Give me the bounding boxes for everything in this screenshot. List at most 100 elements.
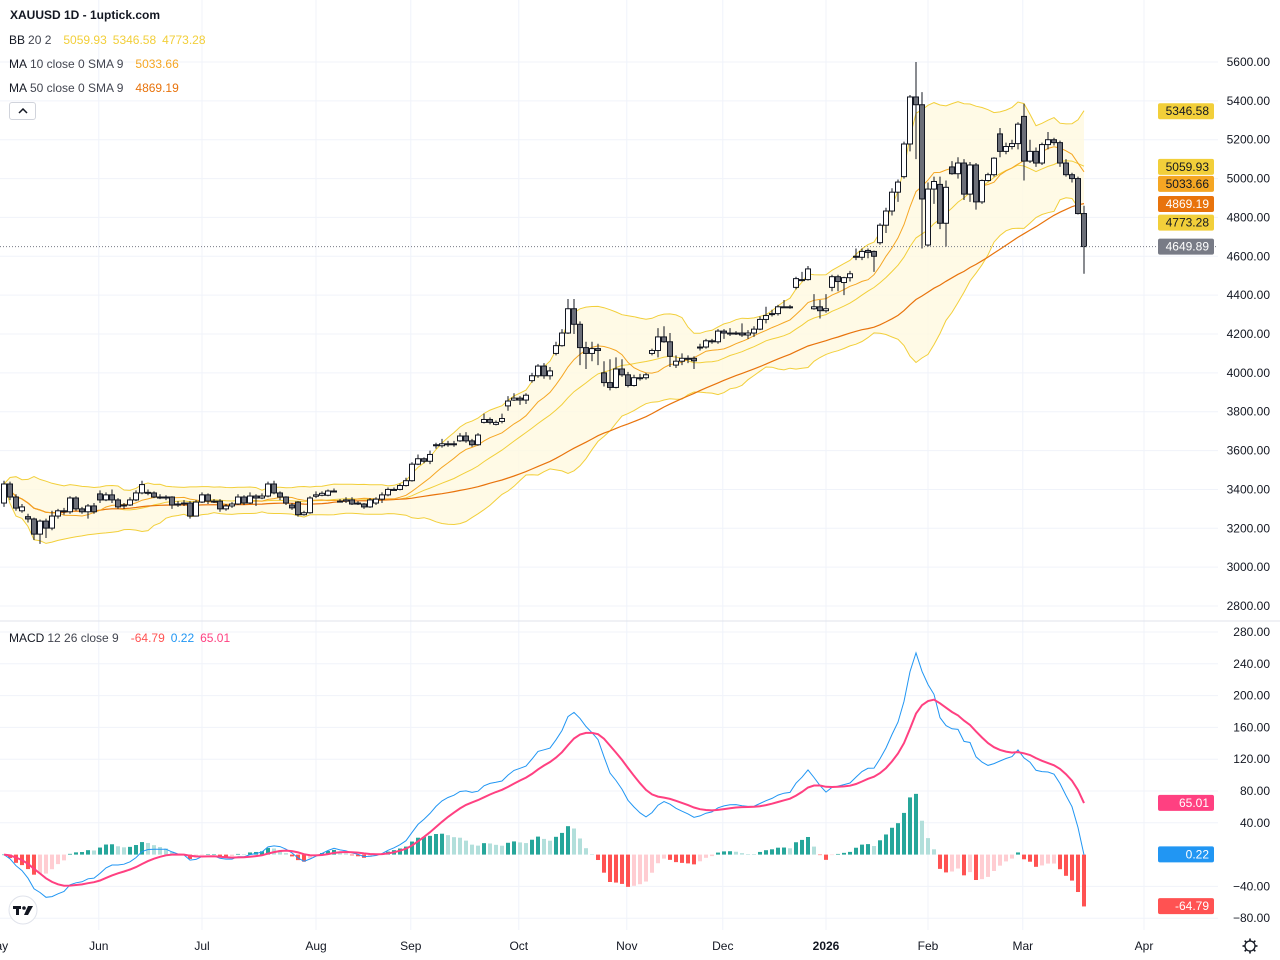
candle[interactable]	[163, 495, 169, 501]
candle[interactable]	[847, 270, 853, 282]
candle[interactable]	[697, 343, 703, 351]
candle[interactable]	[889, 188, 895, 216]
candle[interactable]	[607, 359, 613, 391]
candle[interactable]	[655, 328, 661, 358]
candle[interactable]	[1051, 137, 1057, 146]
candle[interactable]	[931, 176, 937, 204]
candle[interactable]	[853, 248, 859, 261]
candle[interactable]	[985, 172, 991, 182]
candle[interactable]	[403, 477, 409, 487]
candle[interactable]	[229, 502, 235, 508]
candle[interactable]	[631, 374, 637, 387]
candle[interactable]	[883, 207, 889, 233]
candle[interactable]	[253, 494, 259, 506]
candle[interactable]	[739, 323, 745, 337]
candle[interactable]	[373, 497, 379, 505]
candle[interactable]	[589, 341, 595, 362]
candle[interactable]	[97, 490, 103, 504]
time-axis[interactable]: May Jun Jul Aug Sep Oct Nov Dec 2026 Feb Mar Apr	[0, 939, 1153, 953]
candle[interactable]	[901, 141, 907, 179]
candle[interactable]	[841, 276, 847, 296]
candle[interactable]	[553, 341, 559, 356]
candle[interactable]	[751, 326, 757, 337]
candle[interactable]	[499, 413, 505, 424]
candle[interactable]	[175, 501, 181, 507]
candle[interactable]	[91, 503, 97, 514]
candle[interactable]	[865, 248, 871, 259]
candle[interactable]	[31, 517, 37, 540]
candle[interactable]	[859, 248, 865, 261]
candle[interactable]	[649, 348, 655, 356]
candle[interactable]	[205, 493, 211, 505]
candle[interactable]	[259, 493, 265, 500]
candle[interactable]	[625, 371, 631, 388]
price-pane[interactable]	[0, 62, 1218, 544]
macd-axis[interactable]: 280.00 240.00 200.00 160.00 120.00 80.00 40.00…	[1233, 625, 1270, 925]
candle[interactable]	[793, 276, 799, 290]
candle[interactable]	[307, 496, 313, 514]
candle[interactable]	[49, 510, 55, 531]
candle[interactable]	[961, 159, 967, 200]
candle[interactable]	[577, 321, 583, 366]
candle[interactable]	[217, 499, 223, 512]
candle[interactable]	[1069, 172, 1075, 183]
candle[interactable]	[787, 304, 793, 309]
candle[interactable]	[823, 294, 829, 313]
candle[interactable]	[157, 494, 163, 500]
candle[interactable]	[181, 500, 187, 506]
candle[interactable]	[721, 329, 727, 339]
candle[interactable]	[337, 499, 343, 503]
candle[interactable]	[295, 501, 301, 517]
candle[interactable]	[1027, 139, 1033, 164]
candle[interactable]	[997, 128, 1003, 158]
candle[interactable]	[457, 433, 463, 442]
candle[interactable]	[829, 274, 835, 292]
candle[interactable]	[349, 497, 355, 505]
candle[interactable]	[871, 250, 877, 272]
candle[interactable]	[343, 497, 349, 504]
candle[interactable]	[277, 491, 283, 501]
candle[interactable]	[13, 494, 19, 511]
candle[interactable]	[271, 480, 277, 495]
candle[interactable]	[709, 338, 715, 344]
candle[interactable]	[745, 330, 751, 339]
candle[interactable]	[937, 176, 943, 230]
candle[interactable]	[193, 500, 199, 517]
candle[interactable]	[1009, 139, 1015, 150]
collapse-legend-button[interactable]	[9, 102, 36, 120]
candle[interactable]	[979, 179, 985, 204]
candle[interactable]	[715, 329, 721, 344]
candle[interactable]	[535, 364, 541, 378]
candle[interactable]	[601, 361, 607, 387]
candle[interactable]	[235, 494, 241, 505]
candle[interactable]	[805, 266, 811, 281]
candle[interactable]	[211, 499, 217, 504]
candle[interactable]	[73, 496, 79, 511]
candle[interactable]	[679, 353, 685, 366]
candle[interactable]	[643, 372, 649, 380]
candle[interactable]	[595, 343, 601, 366]
candle[interactable]	[703, 338, 709, 349]
candle[interactable]	[1057, 140, 1063, 167]
candle[interactable]	[955, 157, 961, 179]
candle[interactable]	[1063, 159, 1069, 177]
candle[interactable]	[919, 92, 925, 249]
candle[interactable]	[1045, 131, 1051, 150]
candle[interactable]	[325, 489, 331, 497]
candle[interactable]	[265, 481, 271, 498]
candle[interactable]	[451, 440, 457, 447]
candle[interactable]	[619, 359, 625, 377]
candle[interactable]	[397, 483, 403, 491]
candle[interactable]	[313, 491, 319, 499]
price-axis[interactable]: 5600.00 5400.00 5200.00 5000.00 4800.00 4600.…	[1227, 55, 1271, 613]
candle[interactable]	[151, 491, 157, 499]
candle[interactable]	[61, 507, 67, 515]
candle[interactable]	[79, 506, 85, 514]
candle[interactable]	[391, 487, 397, 491]
candle[interactable]	[775, 304, 781, 316]
candle[interactable]	[637, 373, 643, 381]
candle[interactable]	[673, 355, 679, 369]
candle[interactable]	[1003, 142, 1009, 155]
candle[interactable]	[481, 413, 487, 424]
